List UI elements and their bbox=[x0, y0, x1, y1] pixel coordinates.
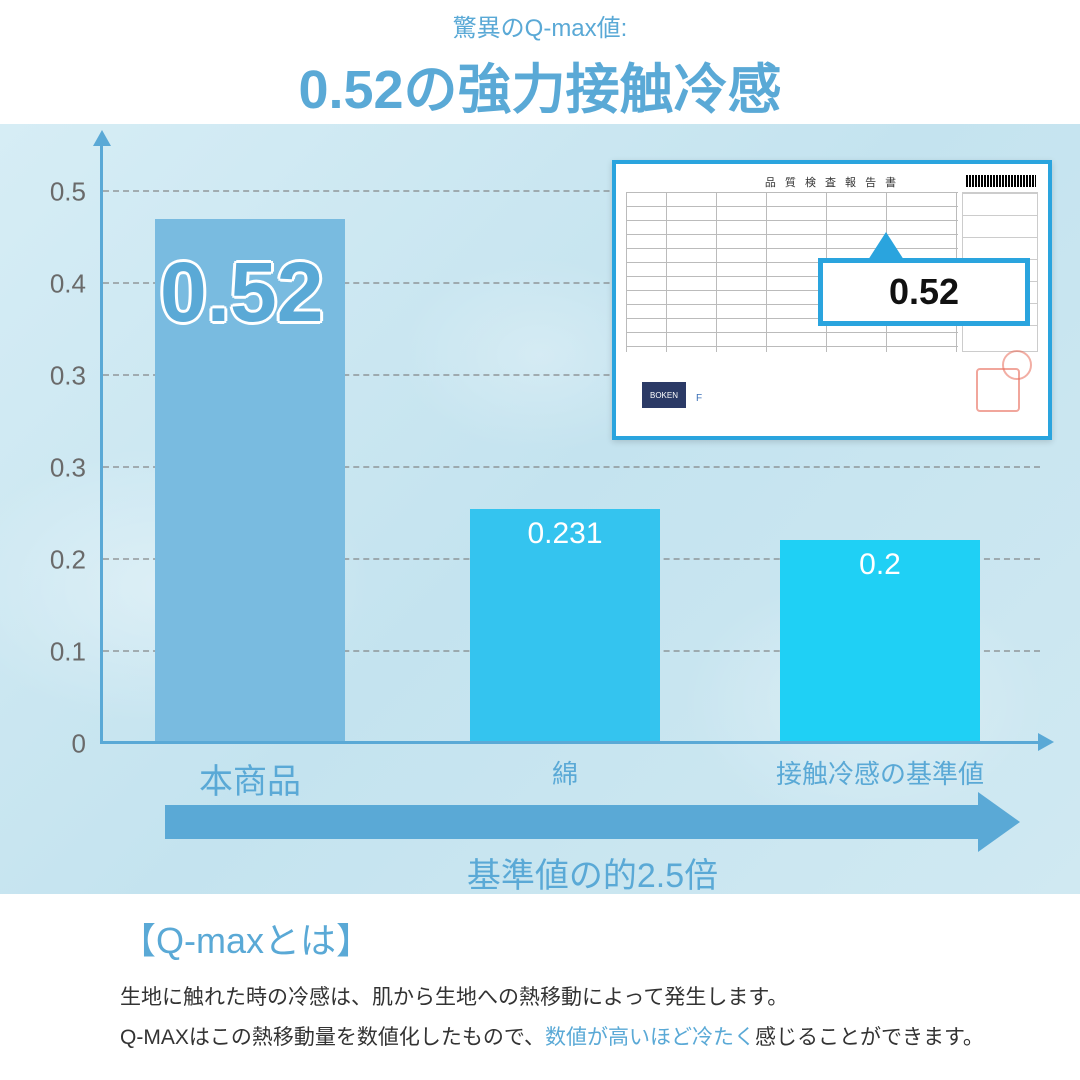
y-axis bbox=[100, 144, 103, 744]
comparison-arrow: 基準値の的2.5倍 bbox=[165, 792, 1020, 852]
bar-value-label: 0.231 bbox=[527, 517, 602, 551]
category-label: 接触冷感の基準値 bbox=[776, 754, 984, 791]
certificate-fs: F bbox=[696, 393, 702, 404]
bar-2: 0.2 bbox=[780, 540, 980, 741]
arrow-head-icon bbox=[978, 792, 1020, 852]
bar-1: 0.231 bbox=[470, 509, 660, 741]
explanation-body-post: 感じることができます。 bbox=[755, 1026, 984, 1049]
comparison-arrow-label: 基準値の的2.5倍 bbox=[467, 848, 718, 894]
x-axis bbox=[100, 741, 1040, 744]
category-label: 綿 bbox=[552, 754, 578, 791]
y-axis-arrow-icon bbox=[93, 130, 111, 146]
certificate-title: 品 質 検 査 報 告 書 bbox=[765, 174, 899, 190]
ytick-label: 0.2 bbox=[50, 545, 86, 576]
explanation-section: 【Q-maxとは】 生地に触れた時の冷感は、肌から生地への熱移動によって発生しま… bbox=[0, 894, 1080, 1058]
ytick-label: 0.5 bbox=[50, 177, 86, 208]
arrow-body bbox=[165, 805, 980, 839]
ytick-label: 0 bbox=[72, 729, 86, 760]
header-subtitle: 驚異のQ-max値: bbox=[0, 8, 1080, 43]
bar-value-label: 0.2 bbox=[859, 548, 901, 582]
ytick-label: 0.3 bbox=[50, 453, 86, 484]
explanation-title: 【Q-maxとは】 bbox=[120, 912, 1040, 964]
callout-pointer-icon bbox=[868, 232, 904, 260]
ytick-label: 0.3 bbox=[50, 361, 86, 392]
header-title: 0.52の強力接触冷感 bbox=[0, 45, 1080, 124]
seal-icon bbox=[1002, 350, 1032, 380]
header: 驚異のQ-max値: 0.52の強力接触冷感 bbox=[0, 0, 1080, 124]
chart-area: 00.10.20.30.30.40.5 0.2310.2 0.52 本商品綿接触… bbox=[0, 124, 1080, 894]
x-axis-arrow-icon bbox=[1038, 733, 1054, 751]
explanation-highlight: 数値が高いほど冷たく bbox=[545, 1026, 755, 1049]
ytick-label: 0.4 bbox=[50, 269, 86, 300]
featured-value: 0.52 bbox=[160, 244, 324, 341]
ytick-label: 0.1 bbox=[50, 637, 86, 668]
boken-logo: BOKEN bbox=[642, 382, 686, 408]
certificate-inset: 品 質 検 査 報 告 書 BOKEN F 0.52 bbox=[612, 160, 1052, 440]
barcode-icon bbox=[966, 175, 1036, 187]
certificate-callout-value: 0.52 bbox=[818, 258, 1030, 326]
explanation-body: 生地に触れた時の冷感は、肌から生地への熱移動によって発生します。Q-MAXはこの… bbox=[120, 978, 1040, 1058]
